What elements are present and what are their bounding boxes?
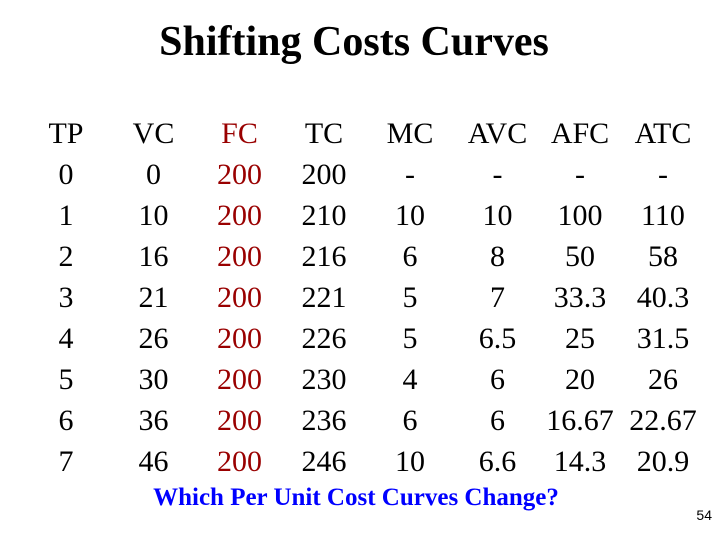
- cell-fc: 200: [217, 240, 262, 273]
- cell-fc: 200: [217, 404, 262, 437]
- cell-tc: 216: [301, 240, 347, 273]
- header-tc: TC: [304, 117, 344, 150]
- cell-tc: 200: [301, 158, 347, 191]
- cell-fc: 200: [217, 363, 262, 396]
- cell-tc: 236: [301, 404, 347, 437]
- page-number: 54: [696, 507, 712, 523]
- header-mc: MC: [386, 117, 434, 150]
- header-fc: FC: [221, 117, 258, 150]
- cell-avc: 6.5: [478, 322, 517, 355]
- cell-tc: 230: [301, 363, 347, 396]
- cell-tp: 0: [58, 158, 74, 191]
- header-tp: TP: [48, 117, 84, 150]
- cell-fc: 200: [217, 281, 262, 314]
- cell-avc: 6: [490, 404, 505, 437]
- cell-afc: -: [575, 158, 585, 191]
- cell-tc: 210: [301, 199, 347, 232]
- cell-afc: 50: [565, 240, 595, 273]
- cell-atc: 110: [641, 199, 685, 232]
- cell-fc: 200: [217, 199, 262, 232]
- cell-tp: 4: [58, 322, 74, 355]
- cell-atc: 31.5: [636, 322, 690, 355]
- cell-vc: 0: [146, 158, 161, 191]
- cell-atc: 58: [648, 240, 678, 273]
- cell-afc: 14.3: [553, 445, 607, 478]
- cell-tp: 2: [58, 240, 74, 273]
- cell-afc: 16.67: [546, 404, 614, 437]
- cell-fc: 200: [217, 445, 262, 478]
- cell-mc: -: [405, 158, 415, 191]
- cell-fc: 200: [217, 158, 262, 191]
- cell-tc: 221: [301, 281, 347, 314]
- cell-afc: 33.3: [553, 281, 607, 314]
- cell-tp: 3: [58, 281, 74, 314]
- cell-tp: 6: [58, 404, 74, 437]
- cell-atc: -: [658, 158, 668, 191]
- header-avc: AVC: [467, 117, 528, 150]
- cell-avc: 7: [490, 281, 505, 314]
- cell-tp: 1: [58, 199, 74, 232]
- cell-tp: 7: [58, 445, 74, 478]
- cell-mc: 10: [395, 445, 425, 478]
- header-vc: VC: [132, 117, 175, 150]
- cell-mc: 5: [402, 322, 418, 355]
- cell-mc: 6: [402, 404, 418, 437]
- header-afc: AFC: [550, 117, 610, 150]
- cell-mc: 5: [402, 281, 418, 314]
- cell-mc: 10: [395, 199, 425, 232]
- cell-atc: 20.9: [636, 445, 690, 478]
- cell-tc: 226: [301, 322, 347, 355]
- cell-vc: 36: [138, 404, 169, 437]
- cell-avc: 8: [490, 240, 505, 273]
- slide-title: Shifting Costs Curves: [159, 19, 549, 65]
- cell-tc: 246: [301, 445, 347, 478]
- cell-vc: 30: [138, 363, 169, 396]
- cell-vc: 10: [138, 199, 169, 232]
- cell-vc: 46: [138, 445, 169, 478]
- cell-mc: 4: [402, 363, 418, 396]
- cell-vc: 21: [138, 281, 169, 314]
- cell-avc: 10: [482, 199, 513, 232]
- header-atc: ATC: [634, 117, 692, 150]
- cell-avc: 6: [490, 363, 505, 396]
- cell-avc: -: [492, 158, 503, 191]
- cell-avc: 6.6: [478, 445, 517, 478]
- cell-atc: 26: [648, 363, 678, 396]
- slide-question: Which Per Unit Cost Curves Change?: [153, 484, 559, 511]
- cell-atc: 40.3: [636, 281, 690, 314]
- cell-mc: 6: [402, 240, 418, 273]
- cell-fc: 200: [217, 322, 262, 355]
- cell-afc: 20: [565, 363, 595, 396]
- cell-afc: 100: [557, 199, 603, 232]
- cell-afc: 25: [565, 322, 595, 355]
- cell-atc: 22.67: [629, 404, 697, 437]
- cell-vc: 16: [138, 240, 169, 273]
- cost-table: TP VC FC TC MC AVC AFC ATC 0 0 200 200- - - -1 10 200 210…: [20, 113, 705, 482]
- cell-tp: 5: [58, 363, 74, 396]
- cell-vc: 26: [138, 322, 169, 355]
